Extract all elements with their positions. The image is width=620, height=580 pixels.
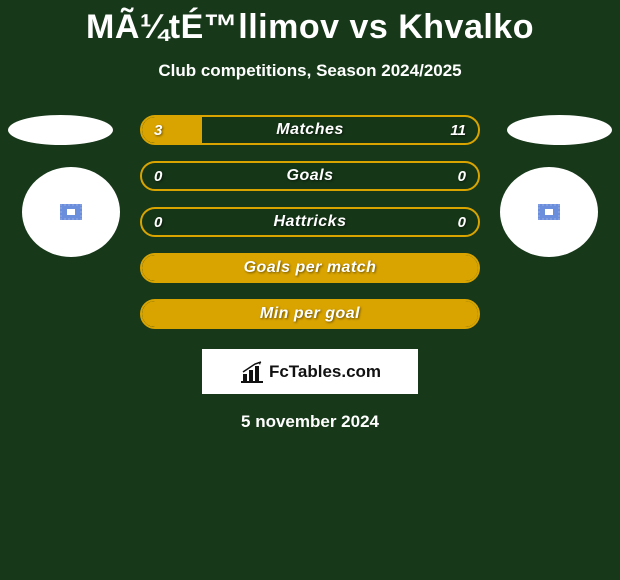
stat-right-value: 0 <box>458 209 466 235</box>
snapshot-date: 5 november 2024 <box>0 412 620 432</box>
stat-label: Matches <box>142 117 478 143</box>
right-player-avatar <box>500 167 598 257</box>
fctables-logo[interactable]: FcTables.com <box>202 349 418 394</box>
stat-right-value: 0 <box>458 163 466 189</box>
placeholder-badge-icon <box>538 204 560 220</box>
page-subtitle: Club competitions, Season 2024/2025 <box>0 61 620 81</box>
right-team-ellipse <box>507 115 612 145</box>
stat-bar-goals-per-match: Goals per match <box>140 253 480 283</box>
stat-right-value: 11 <box>450 117 466 143</box>
stat-bar-hattricks: 0 Hattricks 0 <box>140 207 480 237</box>
placeholder-badge-icon <box>60 204 82 220</box>
stat-label: Goals per match <box>142 255 478 281</box>
stat-bar-matches: 3 Matches 11 <box>140 115 480 145</box>
left-player-avatar <box>22 167 120 257</box>
comparison-content: 3 Matches 11 0 Goals 0 0 Hattricks 0 Goa… <box>0 115 620 432</box>
left-team-ellipse <box>8 115 113 145</box>
stat-bars: 3 Matches 11 0 Goals 0 0 Hattricks 0 Goa… <box>140 115 480 329</box>
logo-text: FcTables.com <box>269 362 381 382</box>
page-title: MÃ¼tÉ™llimov vs Khvalko <box>0 0 620 47</box>
bar-chart-icon <box>239 360 265 384</box>
stat-bar-goals: 0 Goals 0 <box>140 161 480 191</box>
stat-bar-min-per-goal: Min per goal <box>140 299 480 329</box>
stat-label: Hattricks <box>142 209 478 235</box>
stat-label: Goals <box>142 163 478 189</box>
stat-label: Min per goal <box>142 301 478 327</box>
